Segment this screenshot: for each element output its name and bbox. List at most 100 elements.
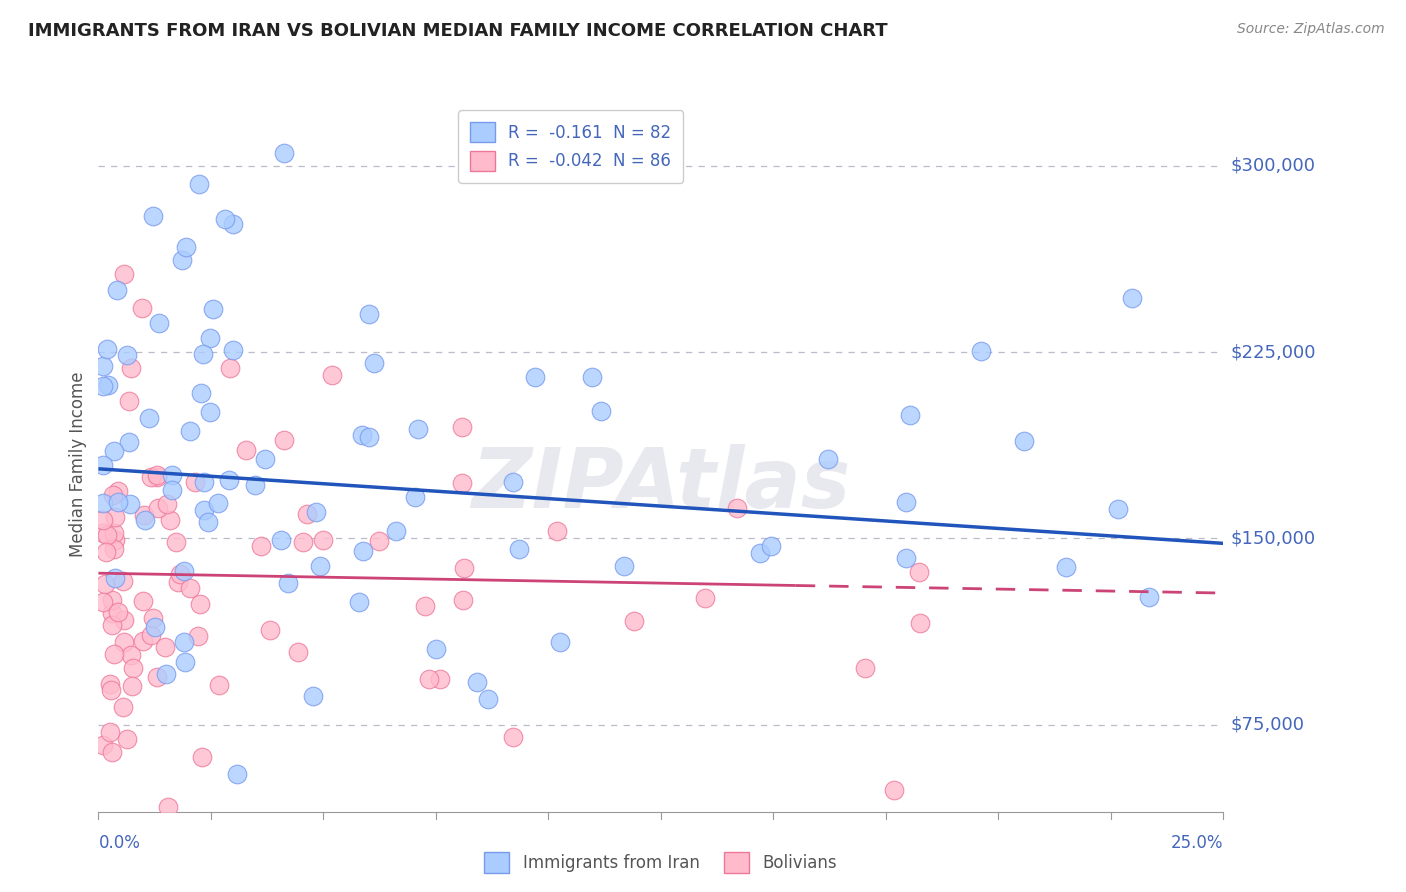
Point [1107, 501, 1129, 516]
Point [270, 533, 292, 547]
Point [120, 648, 142, 662]
Point [308, 559, 330, 574]
Point [132, 634, 155, 648]
Point [207, 495, 229, 509]
Point [883, 783, 905, 797]
Point [91, 379, 114, 393]
Point [425, 641, 447, 656]
Point [347, 595, 370, 609]
Point [817, 452, 839, 467]
Point [1137, 591, 1160, 605]
Point [295, 508, 318, 522]
Point [546, 524, 568, 539]
Point [103, 444, 125, 458]
Point [103, 647, 125, 661]
Point [321, 368, 343, 383]
Point [187, 177, 209, 191]
Point [749, 546, 772, 560]
Point [91, 526, 114, 541]
Point [502, 730, 524, 744]
Point [156, 497, 179, 511]
Point [1121, 291, 1143, 305]
Point [105, 283, 128, 297]
Point [121, 661, 143, 675]
Point [142, 611, 165, 625]
Point [465, 675, 488, 690]
Point [98, 724, 121, 739]
Point [193, 503, 215, 517]
Point [173, 635, 195, 649]
Point [277, 576, 299, 591]
Text: $75,000: $75,000 [1230, 715, 1305, 734]
Point [112, 267, 135, 281]
Point [107, 494, 129, 508]
Point [429, 672, 451, 686]
Point [969, 344, 991, 359]
Point [894, 494, 917, 508]
Point [157, 799, 180, 814]
Point [96, 342, 118, 356]
Point [523, 370, 546, 384]
Point [853, 661, 876, 675]
Text: $300,000: $300,000 [1230, 157, 1315, 175]
Point [222, 343, 245, 358]
Point [101, 745, 124, 759]
Point [253, 451, 276, 466]
Point [311, 533, 333, 547]
Point [96, 528, 118, 542]
Point [385, 524, 408, 539]
Point [104, 533, 127, 547]
Point [259, 624, 281, 638]
Point [900, 408, 922, 422]
Point [219, 360, 242, 375]
Point [142, 209, 165, 223]
Point [100, 683, 122, 698]
Point [173, 564, 195, 578]
Point [613, 559, 636, 574]
Point [591, 403, 613, 417]
Point [249, 539, 271, 553]
Point [581, 370, 603, 384]
Point [112, 634, 135, 648]
Legend: R =  -0.161  N = 82, R =  -0.042  N = 86: R = -0.161 N = 82, R = -0.042 N = 86 [458, 111, 683, 183]
Point [200, 331, 222, 345]
Point [302, 690, 325, 704]
Point [112, 699, 135, 714]
Point [112, 614, 135, 628]
Point [450, 476, 472, 491]
Point [146, 468, 169, 483]
Point [103, 525, 125, 540]
Point [174, 239, 197, 253]
Point [132, 593, 155, 607]
Point [693, 591, 716, 605]
Point [143, 620, 166, 634]
Text: ZIPAtlas: ZIPAtlas [471, 444, 851, 525]
Point [508, 541, 530, 556]
Point [190, 385, 212, 400]
Point [101, 606, 124, 620]
Point [101, 593, 124, 607]
Point [187, 629, 209, 643]
Point [894, 551, 917, 566]
Point [357, 307, 380, 321]
Point [623, 614, 645, 628]
Point [174, 655, 197, 669]
Point [146, 469, 169, 483]
Point [101, 618, 124, 632]
Point [160, 483, 183, 497]
Point [1012, 434, 1035, 449]
Point [908, 565, 931, 579]
Point [107, 605, 129, 619]
Point [218, 473, 240, 487]
Point [188, 597, 211, 611]
Point [118, 393, 141, 408]
Point [94, 545, 117, 559]
Point [291, 535, 314, 549]
Point [214, 211, 236, 226]
Point [208, 678, 231, 692]
Point [91, 513, 114, 527]
Point [184, 475, 207, 490]
Point [1054, 560, 1077, 574]
Point [134, 513, 156, 527]
Point [148, 316, 170, 330]
